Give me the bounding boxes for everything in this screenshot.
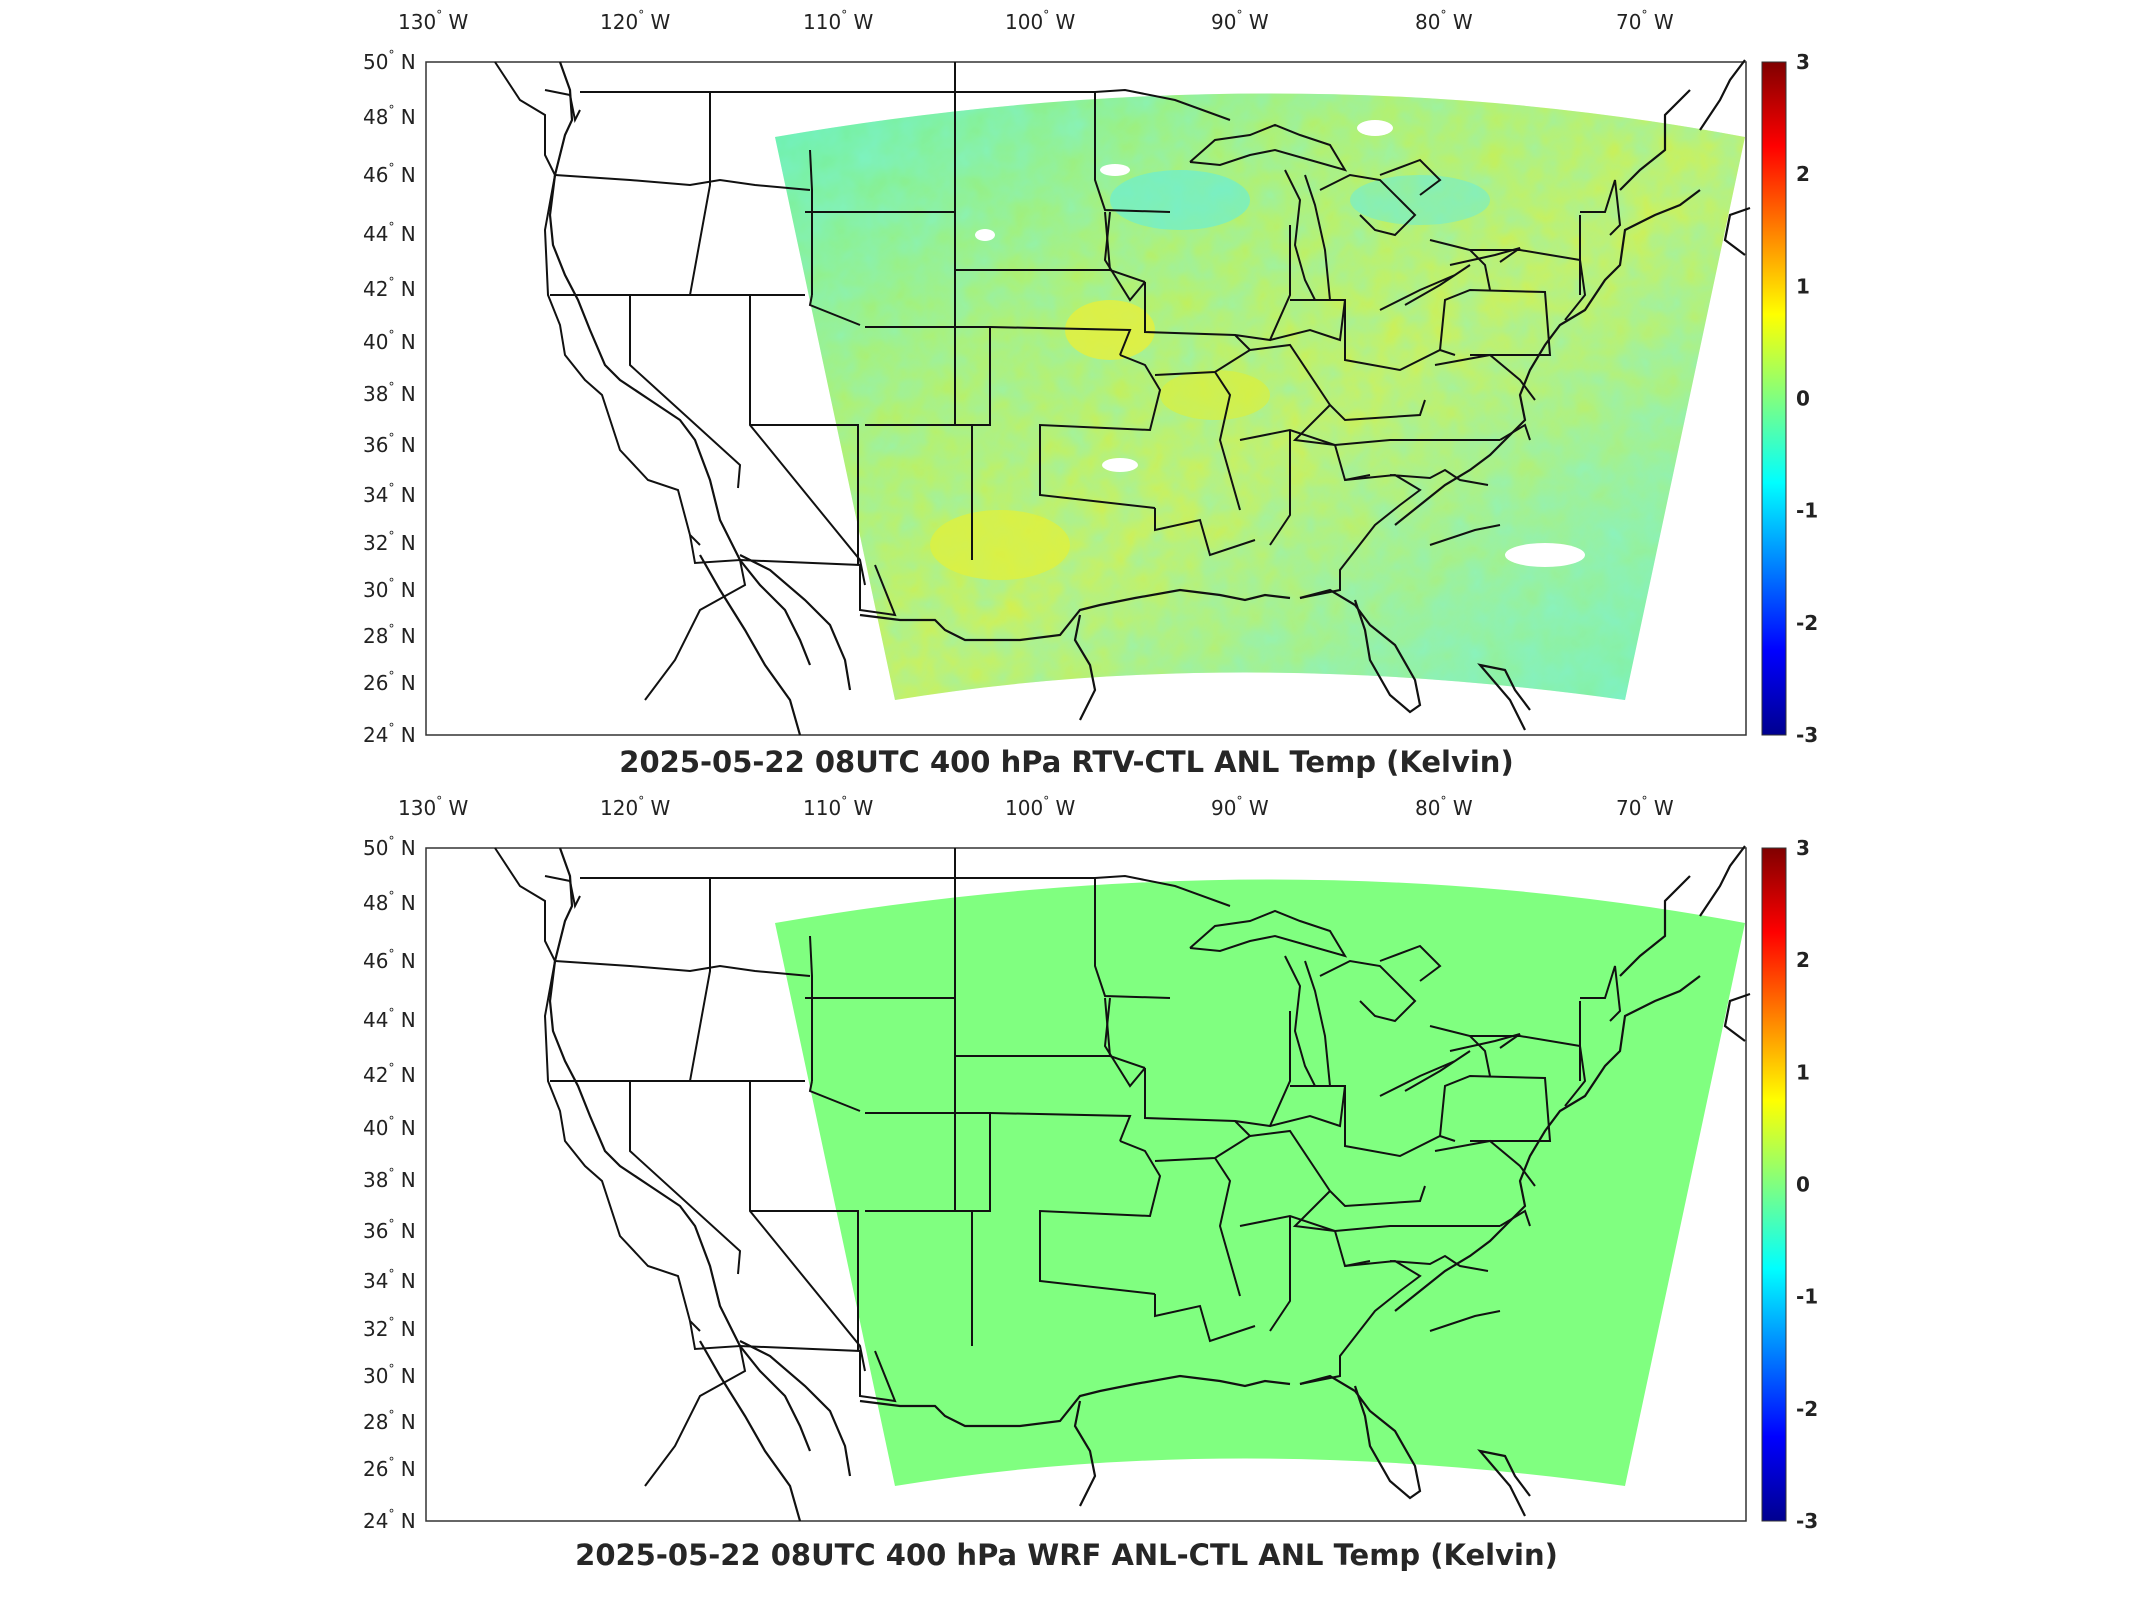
great-lakes	[1189, 909, 1521, 1097]
lat-label: 24° N	[363, 1507, 416, 1533]
colorbar-tick-label: -1	[1796, 1285, 1818, 1309]
lat-label: 42° N	[363, 275, 416, 301]
lat-label: 40° N	[363, 1114, 416, 1140]
coastline	[548, 845, 1751, 1522]
lat-label: 32° N	[363, 1315, 416, 1341]
colorbar	[1761, 61, 1787, 736]
map-title: 2025-05-22 08UTC 400 hPa WRF ANL-CTL ANL…	[575, 1538, 1558, 1572]
colorbar-tick-label: 0	[1796, 1173, 1810, 1197]
colorbar-tick-label: -2	[1796, 611, 1818, 635]
lat-label: 26° N	[363, 1455, 416, 1481]
lon-label: 70° W	[1616, 794, 1674, 820]
colorbar-tick-label: 2	[1796, 948, 1810, 972]
colorbar-tick-label: -3	[1796, 723, 1818, 747]
lat-label: 32° N	[363, 529, 416, 555]
lat-label: 30° N	[363, 1362, 416, 1388]
lat-label: 28° N	[363, 622, 416, 648]
lat-label: 24° N	[363, 721, 416, 747]
lat-label: 34° N	[363, 481, 416, 507]
map-figure: 130° W 120° W 110° W 100° W 90° W 80° W …	[363, 794, 1818, 1533]
lat-label: 36° N	[363, 1217, 416, 1243]
colorbar-ticks: 3 2 1 0 -1 -2 -3	[1796, 50, 1818, 747]
lat-label: 46° N	[363, 947, 416, 973]
colorbar-tick-label: 1	[1796, 274, 1810, 298]
lat-label: 44° N	[363, 1006, 416, 1032]
lat-label: 34° N	[363, 1267, 416, 1293]
lon-label: 80° W	[1415, 794, 1473, 820]
lat-label: 48° N	[363, 889, 416, 915]
lon-label: 130° W	[398, 8, 469, 34]
great-lakes	[1189, 123, 1521, 311]
state-boundaries	[494, 61, 1622, 701]
lat-label: 48° N	[363, 103, 416, 129]
colorbar	[1761, 847, 1787, 1522]
map-panel-wrf-ctl: 130° W 120° W 110° W 100° W 90° W 80° W …	[0, 790, 2133, 1600]
lon-label: 70° W	[1616, 8, 1674, 34]
lon-label: 130° W	[398, 794, 469, 820]
lat-label: 50° N	[363, 48, 416, 74]
colorbar-tick-label: 0	[1796, 387, 1810, 411]
lat-label: 36° N	[363, 431, 416, 457]
lon-label: 110° W	[803, 794, 874, 820]
lat-label: 42° N	[363, 1061, 416, 1087]
colorbar-ticks: 3 2 1 0 -1 -2 -3	[1796, 836, 1818, 1533]
lon-label: 80° W	[1415, 8, 1473, 34]
colorbar-tick-label: 2	[1796, 162, 1810, 186]
lon-labels: 130° W 120° W 110° W 100° W 90° W 80° W …	[398, 794, 1674, 820]
lat-labels: 50° N 48° N 46° N 44° N 42° N 40° N 38° N 36° N…	[363, 834, 416, 1533]
lat-label: 40° N	[363, 328, 416, 354]
map-frame	[425, 847, 1747, 1522]
lat-label: 50° N	[363, 834, 416, 860]
lon-label: 90° W	[1211, 794, 1269, 820]
colorbar-tick-label: 3	[1796, 50, 1810, 74]
colorbar-tick-label: -1	[1796, 499, 1818, 523]
map-title: 2025-05-22 08UTC 400 hPa RTV-CTL ANL Tem…	[619, 745, 1514, 779]
lat-labels: 50° N 48° N 46° N 44° N 42° N 40° N 38° N 36° N…	[363, 48, 416, 747]
lat-label: 30° N	[363, 576, 416, 602]
lat-label: 38° N	[363, 380, 416, 406]
map-frame	[425, 61, 1747, 736]
lon-label: 120° W	[600, 794, 671, 820]
lat-label: 28° N	[363, 1408, 416, 1434]
state-boundaries	[494, 847, 1622, 1487]
lat-label: 26° N	[363, 669, 416, 695]
colorbar-tick-label: 3	[1796, 836, 1810, 860]
lon-label: 120° W	[600, 8, 671, 34]
colorbar-tick-label: -2	[1796, 1397, 1818, 1421]
lon-labels: 130° W 120° W 110° W 100° W 90° W 80° W …	[398, 8, 1674, 34]
model-domain-field	[775, 879, 1745, 1486]
lon-label: 100° W	[1005, 8, 1076, 34]
colorbar-tick-label: 1	[1796, 1060, 1810, 1084]
lat-label: 38° N	[363, 1166, 416, 1192]
map-figure: 130° W 120° W 110° W 100° W 90° W 80° W …	[363, 8, 1818, 747]
lon-label: 90° W	[1211, 8, 1269, 34]
lat-label: 44° N	[363, 220, 416, 246]
lat-label: 46° N	[363, 161, 416, 187]
lon-label: 100° W	[1005, 794, 1076, 820]
coastline	[548, 59, 1751, 736]
map-panel-rtv-ctl: 130° W 120° W 110° W 100° W 90° W 80° W …	[363, 8, 1818, 779]
lon-label: 110° W	[803, 8, 874, 34]
colorbar-tick-label: -3	[1796, 1509, 1818, 1533]
